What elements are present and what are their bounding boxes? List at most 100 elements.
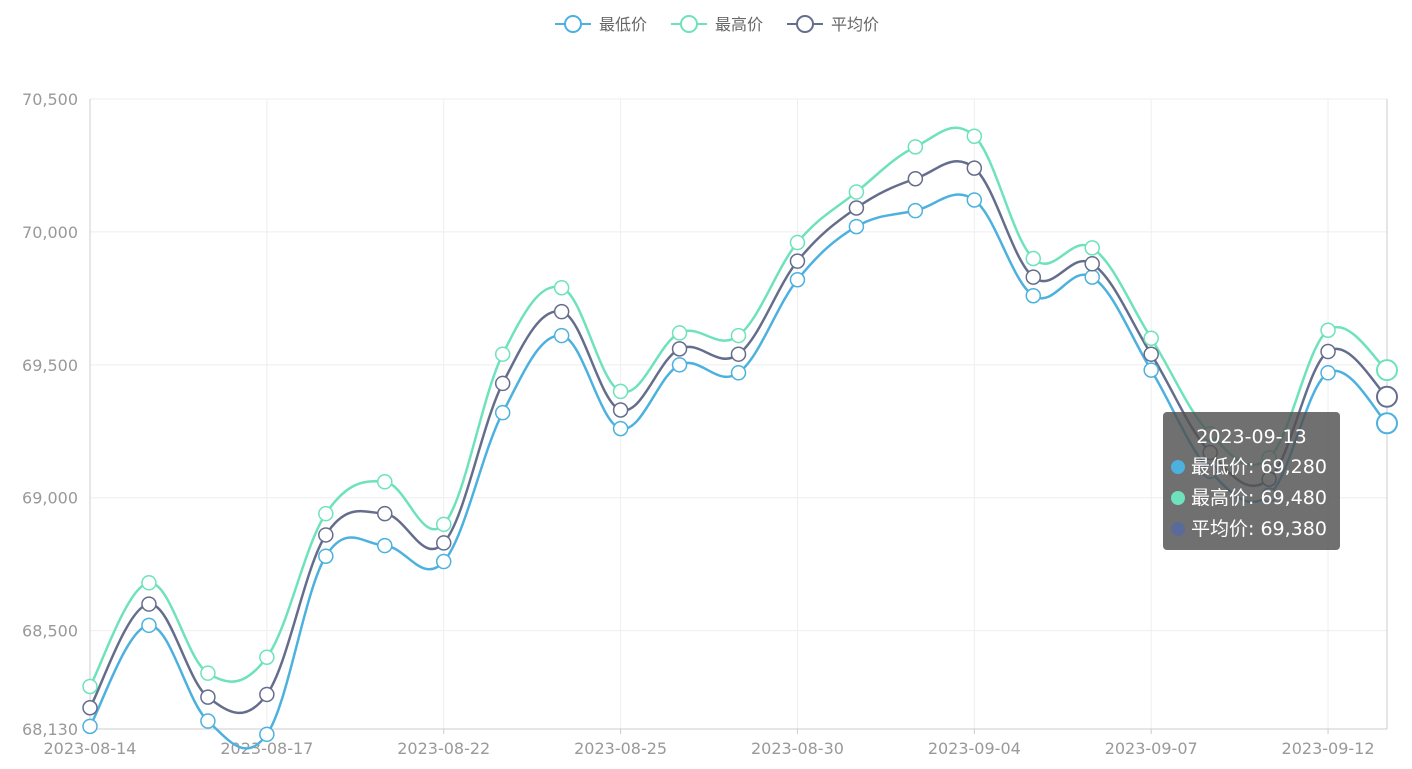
data-point-0 — [259, 726, 275, 743]
x-tick-label: 2023-08-14 — [44, 739, 137, 758]
y-tick-label: 68,500 — [22, 622, 78, 641]
data-point-0 — [730, 365, 747, 381]
x-tick-label: 2023-09-07 — [1105, 739, 1198, 758]
data-point-2 — [1084, 256, 1100, 272]
data-point-2 — [1143, 346, 1159, 362]
data-point-0 — [494, 404, 511, 421]
tooltip-dot-avg — [1171, 522, 1185, 536]
data-point-2 — [671, 341, 688, 357]
data-point-2 — [553, 303, 570, 320]
y-tick-label: 69,500 — [22, 356, 78, 375]
tooltip: 2023-09-13 最低价: 69,280 最高价: 69,480 平均价: … — [1163, 412, 1340, 550]
data-point-2 — [1320, 343, 1336, 360]
data-point-2 — [1025, 269, 1042, 285]
data-point-1 — [200, 665, 216, 681]
data-point-2 — [907, 170, 924, 187]
legend-item-0[interactable]: 最低价 — [555, 15, 647, 34]
data-point-0 — [1376, 412, 1398, 435]
data-point-1 — [318, 505, 334, 522]
legend-label: 最低价 — [599, 15, 647, 34]
data-point-2 — [259, 686, 275, 703]
data-point-2 — [612, 402, 629, 418]
series-line-1 — [88, 126, 1388, 688]
y-tick-label: 70,000 — [22, 223, 78, 242]
data-point-1 — [141, 575, 157, 591]
data-point-2 — [141, 596, 157, 612]
legend-item-1[interactable]: 最高价 — [671, 15, 763, 34]
data-point-2 — [1376, 385, 1398, 408]
x-tick-label: 2023-08-25 — [574, 739, 667, 758]
data-point-2 — [200, 689, 216, 705]
data-point-0 — [612, 420, 629, 437]
data-point-0 — [435, 553, 452, 570]
x-tick-label: 2023-08-17 — [220, 739, 313, 758]
x-tick-label: 2023-09-04 — [928, 739, 1021, 758]
data-point-1 — [1025, 250, 1042, 267]
tooltip-row-high: 最高价: 69,480 — [1171, 483, 1332, 514]
data-point-0 — [1025, 287, 1042, 304]
legend[interactable]: 最低价 最高价 平均价 — [555, 15, 879, 34]
data-point-2 — [848, 200, 865, 216]
grid-layer — [90, 98, 1387, 729]
data-point-0 — [848, 218, 865, 235]
y-tick-label: 69,000 — [22, 489, 78, 508]
legend-marker — [680, 15, 698, 33]
tooltip-value-avg: 平均价: 69,380 — [1191, 518, 1327, 540]
data-point-2 — [789, 253, 806, 269]
data-point-1 — [259, 649, 275, 665]
legend-item-2[interactable]: 平均价 — [787, 15, 879, 34]
data-point-0 — [377, 537, 393, 554]
y-tick-label: 68,130 — [22, 720, 78, 739]
tooltip-value-low: 最低价: 69,280 — [1191, 456, 1327, 478]
data-point-2 — [730, 346, 747, 362]
tooltip-row-low: 最低价: 69,280 — [1171, 452, 1332, 483]
data-point-1 — [848, 184, 865, 200]
data-point-1 — [553, 279, 570, 296]
data-point-1 — [1376, 359, 1398, 382]
tooltip-row-avg: 平均价: 69,380 — [1171, 514, 1332, 545]
x-tick-label: 2023-08-30 — [751, 739, 844, 758]
tooltip-title: 2023-09-13 — [1196, 426, 1307, 448]
data-point-0 — [1084, 269, 1100, 285]
data-point-1 — [494, 346, 511, 362]
data-point-1 — [612, 383, 629, 400]
series-line-2 — [88, 160, 1388, 715]
data-point-0 — [200, 713, 216, 729]
y-tick-label: 70,500 — [22, 90, 78, 109]
data-point-1 — [966, 128, 983, 144]
data-point-2 — [435, 535, 452, 551]
tooltip-dot-low — [1171, 460, 1185, 474]
x-tick-label: 2023-08-22 — [397, 739, 490, 758]
data-point-2 — [494, 375, 511, 392]
data-point-1 — [1143, 330, 1159, 346]
data-point-0 — [907, 202, 924, 219]
data-point-1 — [82, 678, 98, 695]
data-point-2 — [966, 160, 983, 176]
data-point-0 — [1143, 362, 1159, 378]
data-point-2 — [82, 699, 98, 716]
data-point-1 — [671, 325, 688, 341]
tooltip-value-high: 最高价: 69,480 — [1191, 487, 1327, 509]
data-point-1 — [435, 516, 452, 533]
data-point-0 — [141, 617, 157, 634]
data-point-1 — [789, 234, 806, 251]
data-point-0 — [553, 327, 570, 344]
data-point-1 — [730, 327, 747, 344]
x-tick-label: 2023-09-12 — [1282, 739, 1375, 758]
data-point-1 — [907, 139, 924, 155]
data-point-0 — [789, 272, 806, 288]
data-point-2 — [377, 505, 393, 522]
data-point-0 — [318, 548, 334, 564]
data-point-2 — [318, 527, 334, 543]
data-point-0 — [1320, 365, 1336, 381]
data-point-1 — [1320, 322, 1336, 339]
legend-marker — [796, 15, 814, 33]
data-point-1 — [377, 474, 393, 490]
legend-label: 平均价 — [831, 15, 879, 34]
data-point-0 — [671, 357, 688, 373]
legend-label: 最高价 — [715, 15, 763, 34]
data-point-0 — [966, 192, 983, 208]
legend-marker — [564, 15, 582, 33]
